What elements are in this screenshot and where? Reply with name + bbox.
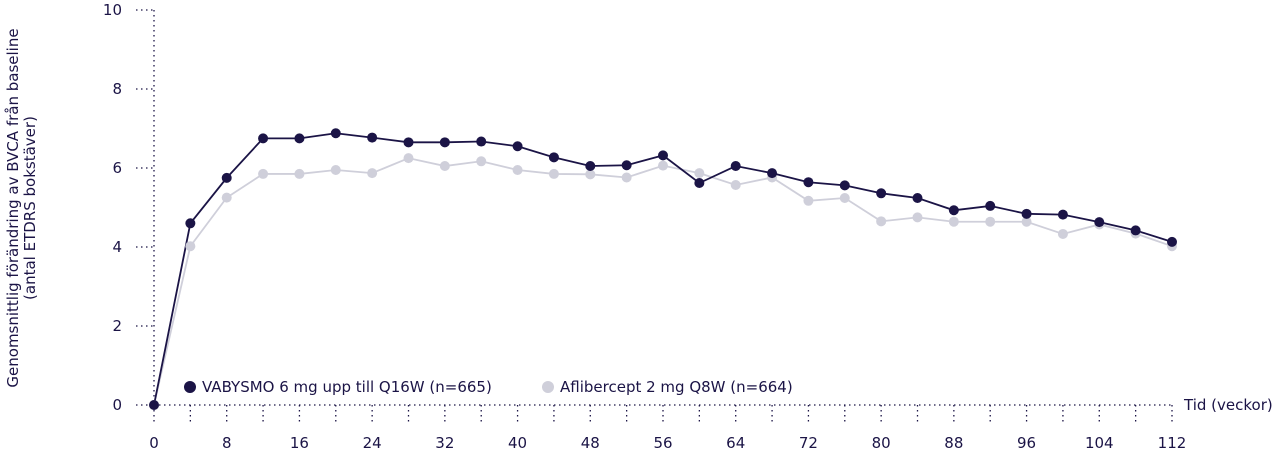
data-point-series-0 [694, 178, 705, 189]
data-point-series-0 [948, 205, 959, 216]
data-point-series-0 [876, 188, 887, 199]
y-tick-label: 2 [112, 317, 122, 335]
data-point-series-0 [185, 218, 196, 229]
x-tick-label: 0 [149, 434, 159, 452]
data-point-series-0 [985, 200, 996, 211]
data-point-series-0 [621, 160, 632, 171]
x-axis-label: Tid (veckor) [1183, 396, 1273, 414]
data-point-series-1 [476, 156, 487, 167]
series-points [149, 128, 1177, 410]
data-point-series-0 [730, 161, 741, 172]
data-point-series-1 [658, 160, 668, 171]
x-tick-label: 48 [581, 434, 600, 452]
data-point-series-0 [803, 177, 814, 188]
data-point-series-1 [221, 192, 232, 203]
data-point-series-1 [985, 216, 996, 227]
data-point-series-0 [258, 133, 269, 144]
series-line-1 [153, 157, 1173, 406]
data-point-series-1 [403, 153, 414, 164]
data-point-series-0 [294, 133, 305, 144]
y-axis-label-line-2: (antal ETDRS bokstäver) [21, 116, 39, 300]
data-point-series-1 [258, 168, 269, 179]
data-point-series-1 [948, 216, 959, 227]
data-point-series-1 [1057, 228, 1068, 239]
data-point-series-1 [585, 169, 596, 180]
data-point-series-0 [548, 152, 559, 163]
data-point-series-1 [1021, 216, 1032, 227]
data-point-series-0 [1130, 225, 1141, 236]
data-point-series-1 [803, 195, 814, 206]
data-point-series-1 [839, 193, 850, 204]
data-point-series-0 [439, 137, 450, 148]
data-point-series-0 [839, 180, 850, 191]
data-point-series-1 [912, 212, 923, 223]
x-tick-label: 112 [1158, 434, 1187, 452]
y-tick-label: 10 [103, 1, 122, 19]
series-lines [153, 132, 1173, 406]
legend-label-vabysmo: VABYSMO 6 mg upp till Q16W (n=665) [202, 378, 492, 396]
x-tick-label: 104 [1085, 434, 1114, 452]
data-point-series-0 [658, 150, 668, 161]
x-tick-label: 96 [1017, 434, 1036, 452]
x-tick-label: 8 [222, 434, 232, 452]
data-point-series-0 [1167, 236, 1177, 247]
data-point-series-0 [1057, 209, 1068, 220]
data-point-series-1 [621, 172, 632, 183]
legend: VABYSMO 6 mg upp till Q16W (n=665) Aflib… [184, 378, 793, 396]
data-point-series-0 [476, 136, 487, 147]
data-point-series-0 [1021, 208, 1032, 219]
data-point-series-0 [330, 128, 341, 139]
data-point-series-1 [439, 161, 450, 172]
y-axis-label-line-1: Genomsnittlig förändring av BVCA från ba… [4, 28, 22, 387]
x-tick-label: 24 [363, 434, 382, 452]
data-point-series-1 [185, 241, 196, 252]
data-point-series-0 [1094, 217, 1105, 228]
x-tick-label: 56 [653, 434, 672, 452]
x-tick-label: 16 [290, 434, 309, 452]
data-point-series-0 [221, 172, 232, 183]
data-point-series-0 [403, 137, 414, 148]
data-point-series-0 [367, 132, 378, 143]
data-point-series-1 [876, 216, 887, 227]
data-point-series-0 [149, 400, 159, 410]
x-axis-ticks: 0 8 16 24 32 40 48 56 64 72 80 88 96 104 112 [149, 405, 1186, 452]
y-axis-ticks: 0 2 4 6 8 10 [103, 1, 154, 414]
data-point-series-0 [585, 161, 596, 172]
legend-label-aflibercept: Aflibercept 2 mg Q8W (n=664) [560, 378, 793, 396]
x-tick-label: 88 [944, 434, 963, 452]
x-tick-label: 64 [726, 434, 745, 452]
legend-marker-vabysmo [184, 381, 196, 393]
data-point-series-1 [330, 164, 341, 175]
x-tick-label: 80 [872, 434, 891, 452]
data-point-series-1 [294, 168, 305, 179]
data-point-series-1 [548, 168, 559, 179]
data-point-series-1 [367, 168, 378, 179]
data-point-series-0 [912, 193, 923, 204]
y-axis-label: Genomsnittlig förändring av BVCA från ba… [4, 28, 39, 387]
data-point-series-1 [694, 168, 705, 179]
data-point-series-0 [767, 168, 778, 179]
x-tick-label: 32 [435, 434, 454, 452]
legend-marker-aflibercept [542, 381, 554, 393]
x-tick-label: 72 [799, 434, 818, 452]
y-tick-label: 0 [112, 396, 122, 414]
y-tick-label: 4 [112, 238, 122, 256]
y-tick-label: 6 [112, 159, 122, 177]
x-tick-label: 40 [508, 434, 527, 452]
data-point-series-0 [512, 141, 523, 152]
data-point-series-1 [512, 164, 523, 175]
y-tick-label: 8 [112, 80, 122, 98]
data-point-series-1 [730, 179, 741, 190]
